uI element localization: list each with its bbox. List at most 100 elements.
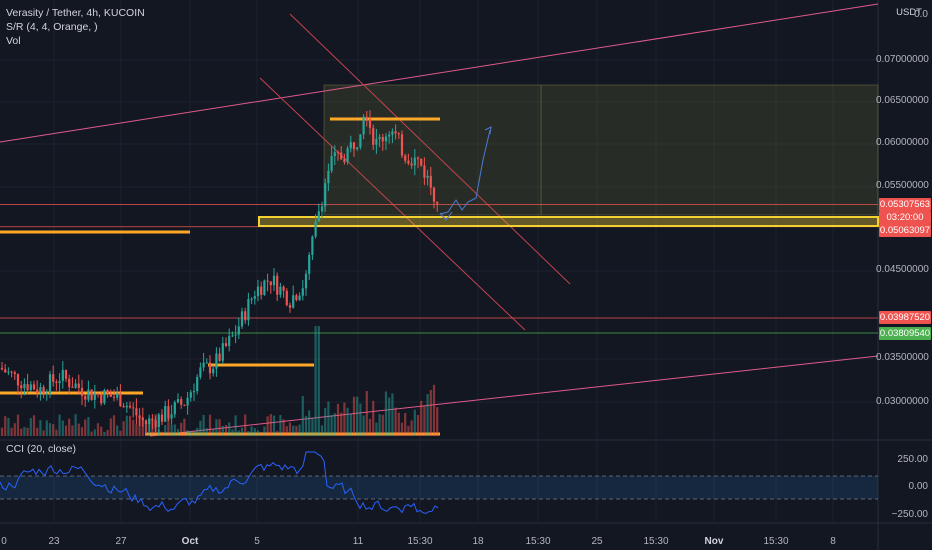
cci-legend[interactable]: CCI (20, close) <box>6 443 77 455</box>
candle <box>263 280 266 295</box>
volume-bar <box>247 431 250 436</box>
volume-bar <box>388 397 391 436</box>
candle <box>10 371 13 373</box>
volume-bar <box>276 430 279 436</box>
candle <box>119 393 122 407</box>
candle <box>26 384 29 391</box>
volume-bar <box>71 425 74 436</box>
candle <box>240 311 244 327</box>
candle <box>352 142 356 150</box>
volume-bar <box>119 430 122 436</box>
volume-bar <box>420 400 423 436</box>
volume-bar <box>314 326 317 436</box>
volume-bar <box>343 402 346 436</box>
time-label: 15:30 <box>525 536 551 547</box>
volume-bar <box>205 428 208 436</box>
candle <box>192 391 196 393</box>
candle <box>52 374 55 382</box>
volume-bar <box>231 429 234 436</box>
volume-bar <box>58 414 61 436</box>
volume-bar <box>365 391 368 436</box>
candle <box>324 183 327 207</box>
candle <box>180 399 183 405</box>
volume-bar <box>237 430 240 436</box>
time-label: Oct <box>181 536 199 547</box>
candle <box>349 142 352 149</box>
volume-bar <box>196 427 199 436</box>
candle <box>416 157 420 159</box>
volume-legend[interactable]: Vol <box>6 35 21 47</box>
candle <box>109 393 112 397</box>
candle <box>292 295 295 308</box>
candle <box>77 383 80 388</box>
candle <box>93 393 96 400</box>
volume-bar <box>288 422 292 436</box>
candle <box>228 336 231 347</box>
volume-bar <box>244 414 247 436</box>
volume-bar <box>170 424 173 436</box>
volume-bar <box>234 415 237 436</box>
trendline-lower <box>149 355 879 437</box>
volume-bar <box>144 422 148 436</box>
time-label: 15:30 <box>407 536 433 547</box>
candle <box>106 390 109 394</box>
volume-bar <box>183 418 186 436</box>
volume-bar <box>240 427 244 436</box>
candle <box>39 386 42 393</box>
candle <box>231 335 234 337</box>
volume-bar <box>250 426 253 436</box>
candle <box>346 148 349 163</box>
descending-line-2 <box>259 77 526 331</box>
volume-bar <box>416 414 420 436</box>
price-tick: 0.04500000 <box>876 264 929 275</box>
candle <box>432 187 436 202</box>
candle <box>199 367 202 377</box>
volume-bar <box>224 424 228 436</box>
candle <box>80 387 84 396</box>
symbol-legend[interactable]: Verasity / Tether, 4h, KUCOIN <box>6 7 145 19</box>
candle <box>356 147 359 150</box>
volume-bar <box>212 429 215 436</box>
candle <box>208 362 212 374</box>
candle <box>176 399 180 403</box>
currency-unit[interactable]: USDT <box>896 7 922 18</box>
price-tick-top: 0.0 <box>914 9 928 20</box>
volume-bar <box>375 422 378 436</box>
volume-bar <box>372 400 375 436</box>
volume-bar <box>404 413 407 436</box>
candle <box>260 286 263 295</box>
candle <box>32 384 36 390</box>
volume-bar <box>138 415 141 436</box>
volume-bar <box>61 420 64 436</box>
candle <box>74 383 77 388</box>
candle <box>327 170 330 184</box>
volume-bar <box>116 425 119 436</box>
candle <box>317 211 320 222</box>
candle <box>212 368 215 374</box>
volume-bar <box>384 391 388 436</box>
candle <box>7 371 10 373</box>
sr-indicator-legend[interactable]: S/R (4, 4, Orange, ) <box>6 21 98 33</box>
candle <box>295 295 298 300</box>
candle <box>36 389 39 393</box>
candle <box>381 136 384 142</box>
volume-bar <box>228 422 231 436</box>
candle <box>55 381 58 384</box>
candle <box>375 138 378 145</box>
price-tick: 0.05500000 <box>876 180 929 191</box>
volume-bar <box>77 423 80 436</box>
volume-bar <box>199 420 202 436</box>
price-tick: 0.06000000 <box>876 137 929 148</box>
candle <box>170 414 173 419</box>
volume-bar <box>292 425 295 436</box>
candle <box>116 393 119 398</box>
volume-bar <box>368 418 372 436</box>
candle <box>336 152 340 154</box>
candle <box>71 386 74 388</box>
volume-bar <box>426 394 429 436</box>
candle <box>394 131 397 134</box>
projection-dip <box>439 211 453 221</box>
time-label: 15:30 <box>763 536 789 547</box>
candle <box>20 385 23 389</box>
